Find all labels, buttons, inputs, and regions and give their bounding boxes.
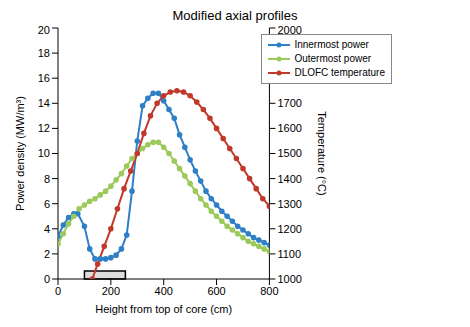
svg-text:18: 18 [38, 47, 50, 59]
svg-text:1600: 1600 [277, 122, 301, 134]
svg-text:6: 6 [44, 198, 50, 210]
svg-text:1500: 1500 [277, 147, 301, 159]
svg-text:1200: 1200 [277, 223, 301, 235]
svg-text:14: 14 [38, 97, 50, 109]
svg-text:1900: 1900 [277, 47, 301, 59]
svg-text:800: 800 [260, 285, 278, 297]
svg-text:2000: 2000 [277, 24, 301, 36]
svg-text:600: 600 [207, 285, 225, 297]
svg-text:0: 0 [55, 285, 61, 297]
svg-text:20: 20 [38, 24, 50, 36]
svg-text:Temperature (°C): Temperature (°C) [316, 111, 328, 195]
html-text:Outermost power: Outermost power [294, 53, 372, 64]
svg-text:1100: 1100 [277, 248, 301, 260]
svg-text:10: 10 [38, 147, 50, 159]
svg-text:1000: 1000 [277, 273, 301, 285]
svg-text:400: 400 [155, 285, 173, 297]
html-text:Modified axial profiles: Modified axial profiles [172, 8, 298, 23]
svg-text:8: 8 [44, 173, 50, 185]
svg-text:200: 200 [102, 285, 120, 297]
svg-text:1800: 1800 [277, 72, 301, 84]
svg-text:4: 4 [44, 223, 50, 235]
svg-text:0: 0 [44, 273, 50, 285]
svg-text:16: 16 [38, 72, 50, 84]
html-text:Innermost power: Innermost power [294, 39, 369, 50]
svg-text:Power density (MW/m³): Power density (MW/m³) [14, 96, 26, 211]
svg-text:1700: 1700 [277, 97, 301, 109]
svg-text:Height from top of core (cm): Height from top of core (cm) [95, 303, 232, 315]
svg-text:1400: 1400 [277, 173, 301, 185]
html-text:DLOFC temperature: DLOFC temperature [294, 67, 385, 78]
svg-text:12: 12 [38, 122, 50, 134]
svg-text:1300: 1300 [277, 198, 301, 210]
svg-text:2: 2 [44, 248, 50, 260]
